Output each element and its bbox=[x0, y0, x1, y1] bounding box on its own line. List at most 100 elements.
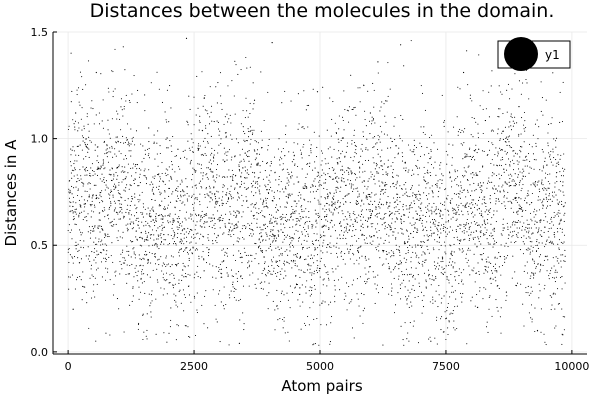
data-point bbox=[357, 222, 358, 223]
data-point bbox=[525, 176, 526, 177]
data-point bbox=[84, 211, 85, 212]
data-point bbox=[168, 196, 169, 197]
data-point bbox=[199, 204, 200, 205]
data-point bbox=[352, 253, 353, 254]
data-point bbox=[505, 142, 506, 143]
data-point bbox=[108, 151, 109, 152]
data-point bbox=[405, 262, 406, 263]
data-point bbox=[144, 281, 145, 282]
data-point bbox=[185, 266, 186, 267]
data-point bbox=[515, 185, 516, 186]
data-point bbox=[368, 278, 369, 279]
data-point bbox=[405, 253, 406, 254]
data-point bbox=[406, 230, 407, 231]
data-point bbox=[447, 279, 448, 280]
data-point bbox=[275, 248, 276, 249]
data-point bbox=[126, 283, 127, 284]
data-point bbox=[417, 168, 418, 169]
data-point bbox=[275, 179, 276, 180]
data-point bbox=[412, 185, 413, 186]
data-point bbox=[386, 234, 387, 235]
data-point bbox=[463, 72, 464, 73]
data-point bbox=[526, 159, 527, 160]
data-point bbox=[501, 233, 502, 234]
data-point bbox=[175, 284, 176, 285]
data-point bbox=[127, 144, 128, 145]
data-point bbox=[99, 202, 100, 203]
data-point bbox=[125, 200, 126, 201]
data-point bbox=[431, 164, 432, 165]
data-point bbox=[174, 220, 175, 221]
data-point bbox=[173, 243, 174, 244]
data-point bbox=[499, 148, 500, 149]
data-point bbox=[264, 256, 265, 257]
data-point bbox=[543, 334, 544, 335]
data-point bbox=[301, 329, 302, 330]
data-point bbox=[140, 169, 141, 170]
data-point bbox=[197, 199, 198, 200]
data-point bbox=[460, 181, 461, 182]
data-point bbox=[553, 244, 554, 245]
data-point bbox=[436, 320, 437, 321]
data-point bbox=[521, 117, 522, 118]
data-point bbox=[371, 176, 372, 177]
data-point bbox=[395, 184, 396, 185]
data-point bbox=[416, 166, 417, 167]
data-point bbox=[122, 237, 123, 238]
data-point bbox=[201, 215, 202, 216]
data-point bbox=[395, 304, 396, 305]
data-point bbox=[116, 142, 117, 143]
data-point bbox=[276, 290, 277, 291]
data-point bbox=[117, 298, 118, 299]
data-point bbox=[362, 224, 363, 225]
data-point bbox=[375, 228, 376, 229]
data-point bbox=[115, 172, 116, 173]
data-point bbox=[291, 267, 292, 268]
data-point bbox=[371, 213, 372, 214]
data-point bbox=[494, 231, 495, 232]
data-point bbox=[128, 229, 129, 230]
data-point bbox=[506, 137, 507, 138]
data-point bbox=[78, 244, 79, 245]
data-point bbox=[344, 299, 345, 300]
data-point bbox=[345, 264, 346, 265]
data-point bbox=[129, 210, 130, 211]
data-point bbox=[516, 212, 517, 213]
data-point bbox=[333, 199, 334, 200]
data-point bbox=[408, 145, 409, 146]
data-point bbox=[81, 279, 82, 280]
data-point bbox=[118, 182, 119, 183]
data-point bbox=[491, 182, 492, 183]
data-point bbox=[160, 233, 161, 234]
data-point bbox=[421, 241, 422, 242]
data-point bbox=[114, 189, 115, 190]
data-point bbox=[312, 258, 313, 259]
data-point bbox=[388, 263, 389, 264]
data-point bbox=[384, 217, 385, 218]
data-point bbox=[425, 181, 426, 182]
data-point bbox=[317, 265, 318, 266]
data-point bbox=[432, 297, 433, 298]
data-point bbox=[77, 94, 78, 95]
data-point bbox=[270, 182, 271, 183]
data-point bbox=[282, 189, 283, 190]
data-point bbox=[508, 141, 509, 142]
data-point bbox=[114, 219, 115, 220]
data-point bbox=[486, 232, 487, 233]
data-point bbox=[212, 243, 213, 244]
data-point bbox=[187, 228, 188, 229]
data-point bbox=[190, 150, 191, 151]
data-point bbox=[236, 224, 237, 225]
data-point bbox=[359, 194, 360, 195]
data-point bbox=[211, 148, 212, 149]
data-point bbox=[420, 208, 421, 209]
data-point bbox=[142, 214, 143, 215]
data-point bbox=[315, 249, 316, 250]
data-point bbox=[114, 148, 115, 149]
data-point bbox=[102, 244, 103, 245]
data-point bbox=[484, 199, 485, 200]
data-point bbox=[400, 228, 401, 229]
data-point bbox=[407, 332, 408, 333]
data-point bbox=[205, 174, 206, 175]
data-point bbox=[462, 248, 463, 249]
